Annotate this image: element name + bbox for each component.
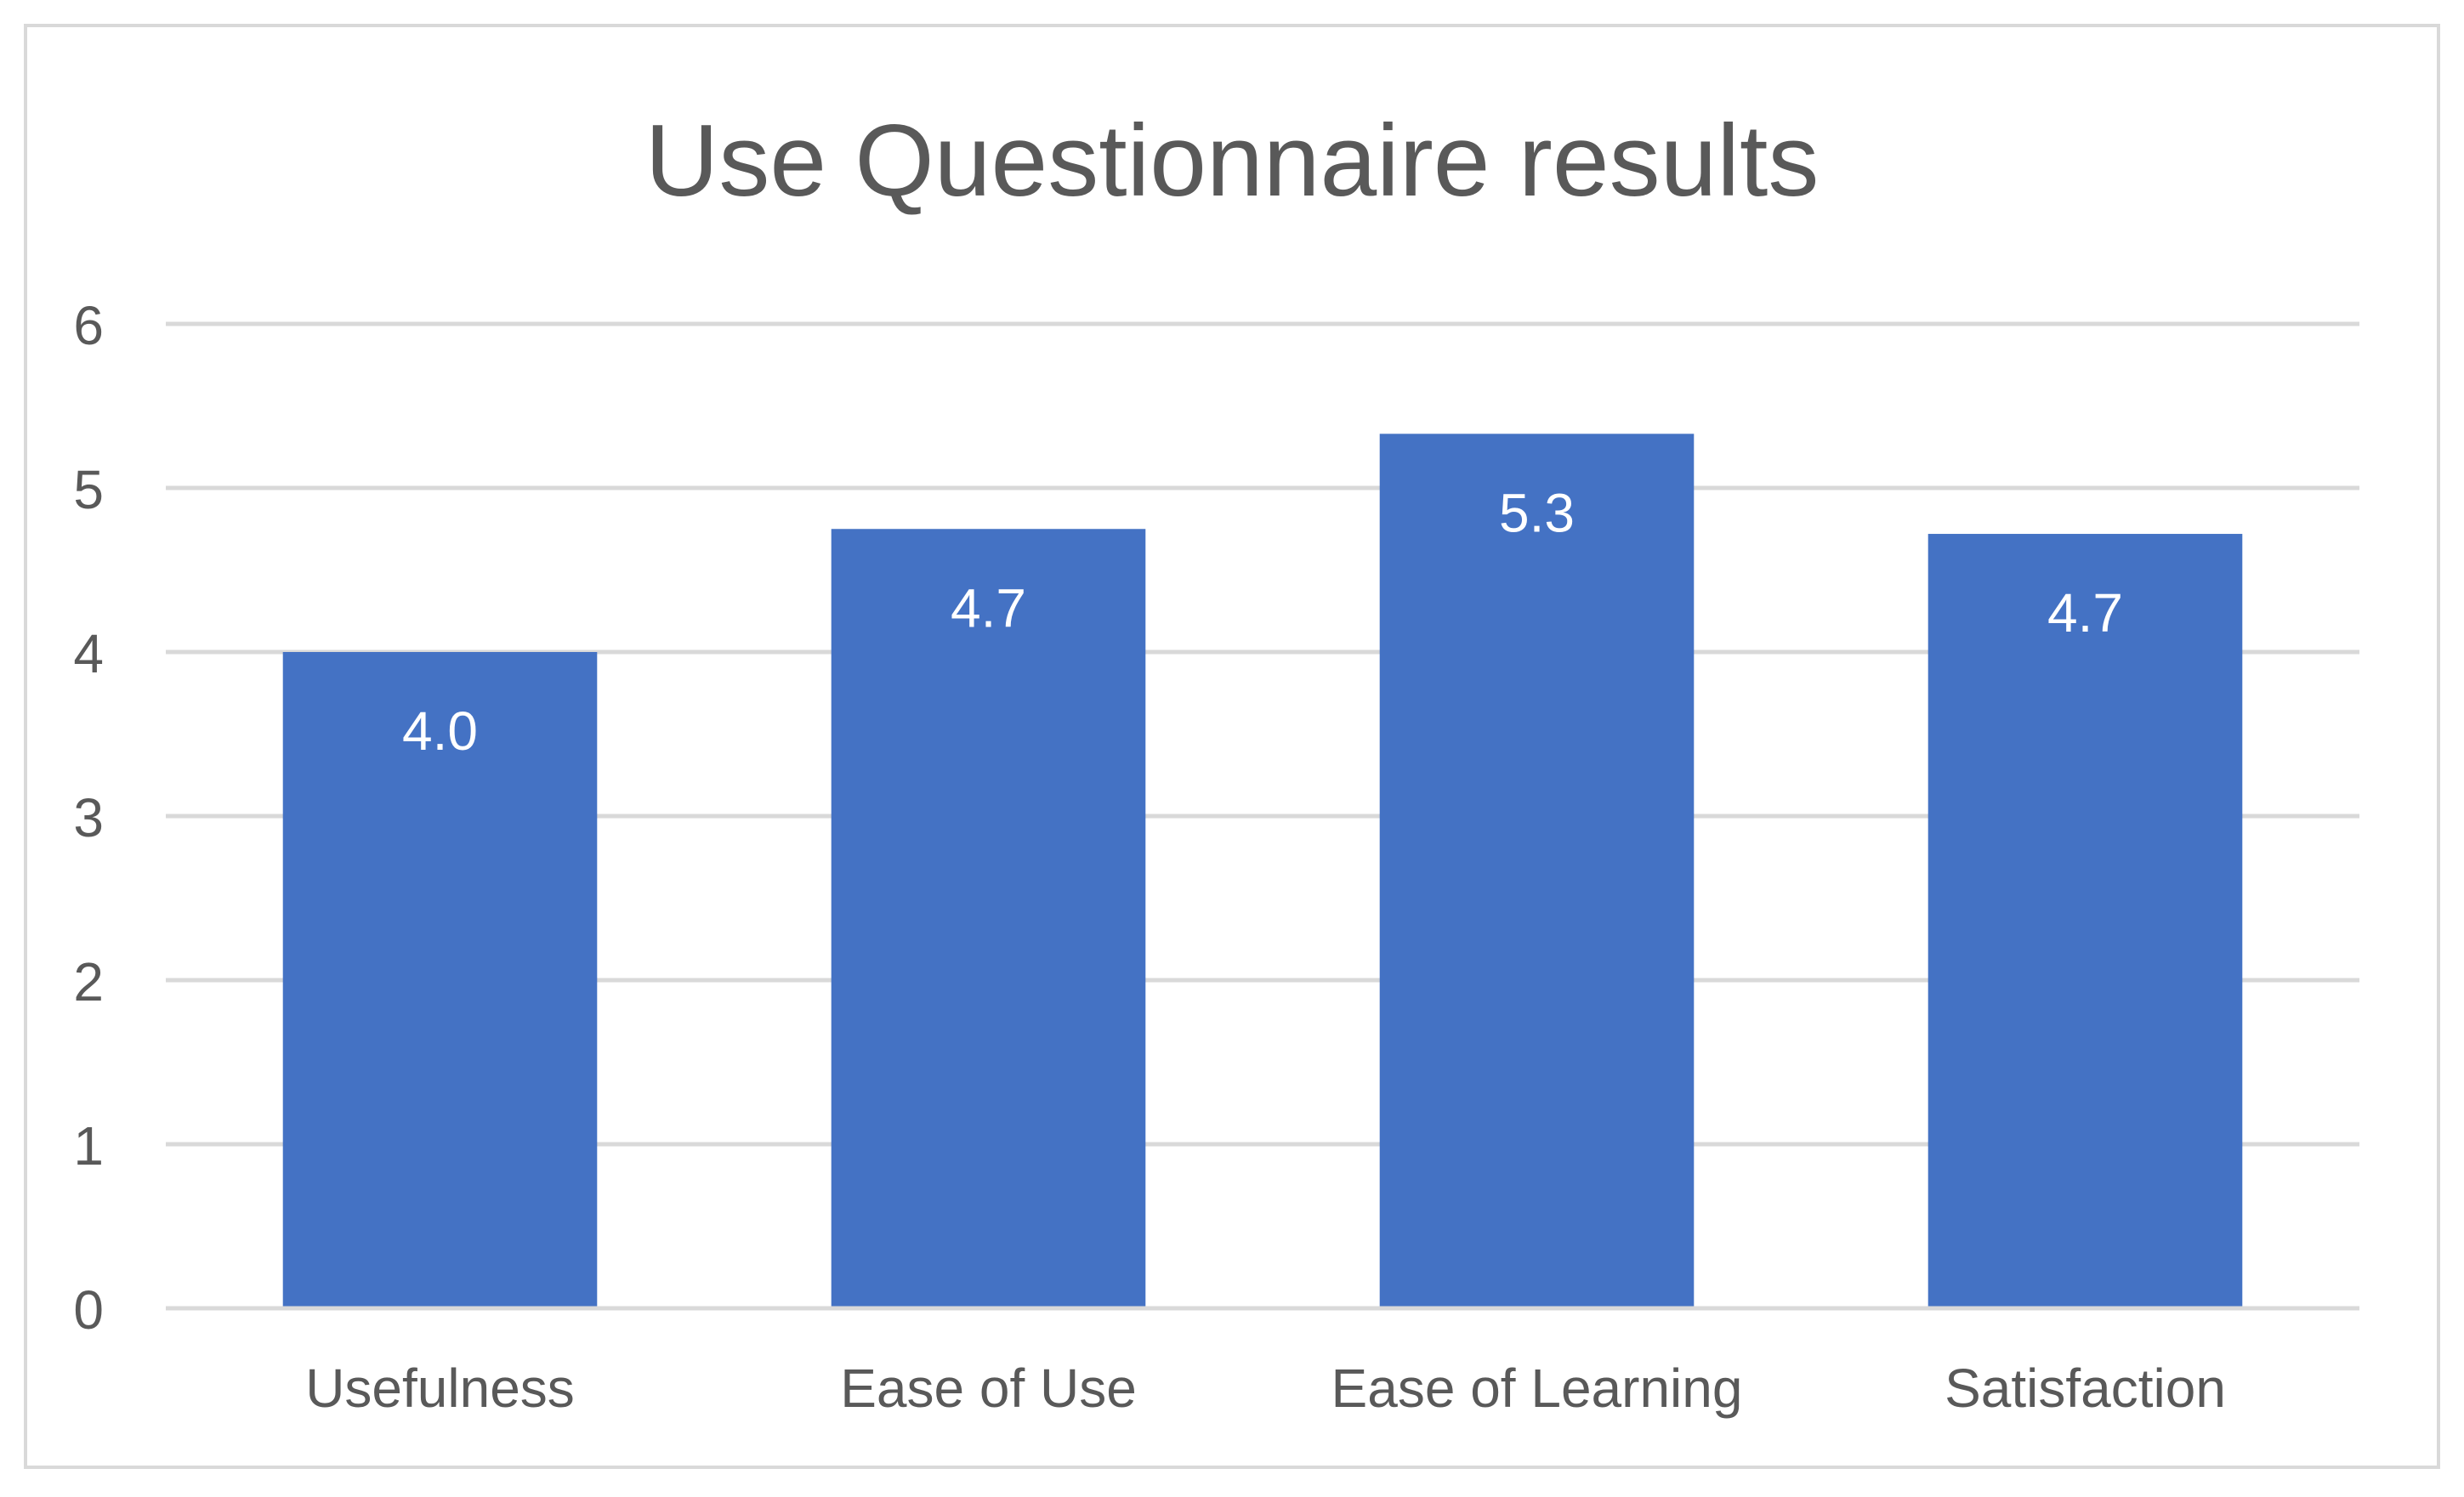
chart-title: Use Questionnaire results [645,104,1820,218]
data-label: 4.7 [2047,582,2123,644]
bar-usefulness [282,652,598,1308]
bar-ease-of-use [831,529,1146,1308]
x-tick-label: Satisfaction [1945,1358,2226,1419]
y-tick-label: 3 [73,787,104,848]
bar-ease-of-learning [1379,434,1695,1308]
y-tick-label: 0 [73,1279,104,1341]
data-label: 4.0 [402,700,478,762]
y-tick-label: 5 [73,459,104,520]
x-tick-label: Usefulness [305,1358,575,1419]
bar-satisfaction [1927,534,2243,1308]
x-tick-label: Ease of Use [840,1358,1137,1419]
y-tick-label: 6 [73,295,104,356]
x-tick-label: Ease of Learning [1331,1358,1743,1419]
bars [282,434,2243,1308]
y-tick-label: 2 [73,951,104,1012]
y-tick-label: 4 [73,623,104,684]
y-axis-tick-labels: 0 1 2 3 4 5 6 [73,295,104,1341]
data-label: 4.7 [951,577,1026,638]
y-tick-label: 1 [73,1115,104,1177]
data-labels: 4.0 4.7 5.3 4.7 [402,482,2123,762]
x-axis-tick-labels: Usefulness Ease of Use Ease of Learning Sat… [305,1358,2226,1419]
data-label: 5.3 [1499,482,1575,543]
